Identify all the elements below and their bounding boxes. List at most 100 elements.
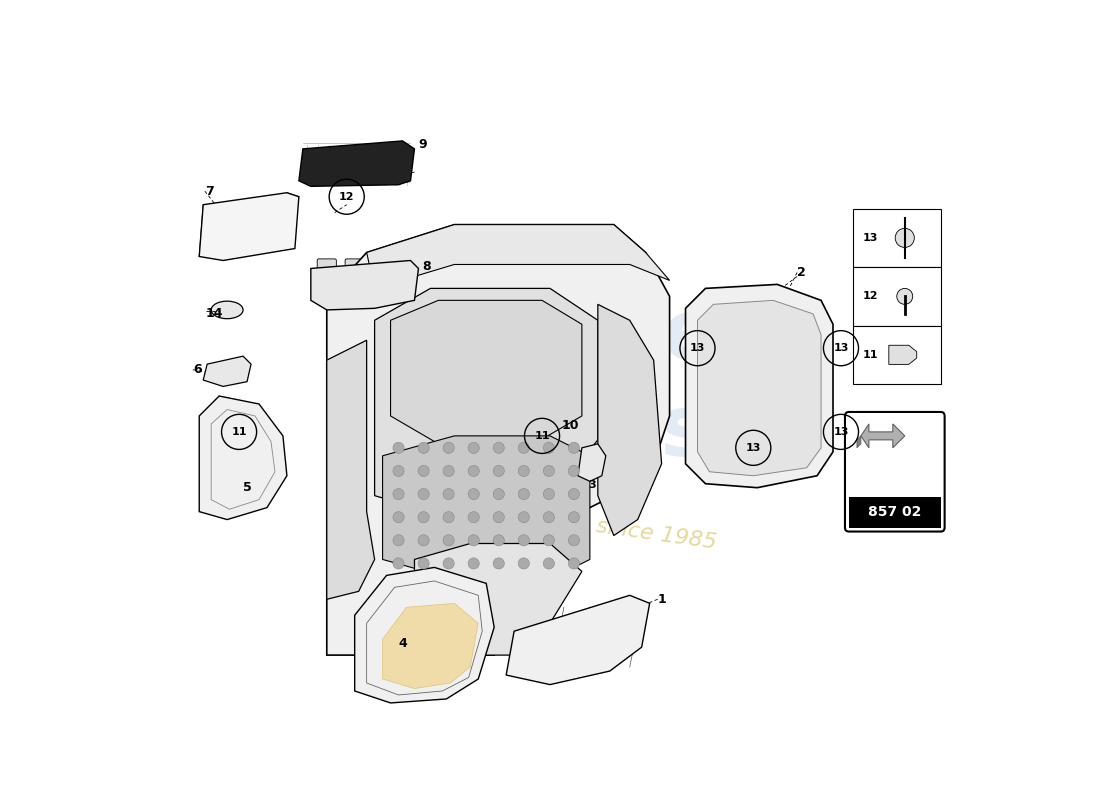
Polygon shape [861,424,905,448]
Polygon shape [383,603,478,689]
Bar [849,498,940,527]
Circle shape [469,466,480,477]
Circle shape [418,442,429,454]
Circle shape [518,534,529,546]
Circle shape [418,512,429,522]
Circle shape [543,442,554,454]
Circle shape [518,442,529,454]
Circle shape [469,512,480,522]
Circle shape [469,442,480,454]
Polygon shape [204,356,251,386]
Circle shape [493,466,504,477]
Polygon shape [390,300,582,444]
Text: 6: 6 [192,363,201,376]
Circle shape [518,512,529,522]
Text: 12: 12 [862,291,878,302]
FancyBboxPatch shape [345,259,364,272]
Text: europe
spares: europe spares [379,294,720,474]
Text: 4: 4 [398,637,407,650]
Polygon shape [506,595,650,685]
Text: 13: 13 [690,343,705,353]
Circle shape [393,558,404,569]
Circle shape [469,558,480,569]
FancyBboxPatch shape [845,412,945,531]
Polygon shape [327,225,670,655]
Circle shape [569,466,580,477]
Circle shape [418,466,429,477]
Text: 13: 13 [746,443,761,453]
Text: 1: 1 [658,593,667,606]
Circle shape [518,489,529,500]
Circle shape [493,512,504,522]
Circle shape [443,534,454,546]
Text: a passion for parts since 1985: a passion for parts since 1985 [382,486,718,553]
Polygon shape [327,340,375,599]
Circle shape [518,466,529,477]
Circle shape [569,489,580,500]
Bar [852,326,940,384]
Circle shape [543,512,554,522]
Text: 11: 11 [535,431,550,441]
Polygon shape [889,346,916,364]
Circle shape [443,466,454,477]
Circle shape [443,558,454,569]
Text: 8: 8 [422,259,431,273]
Circle shape [896,288,913,304]
Text: 11: 11 [231,427,246,437]
Text: 3: 3 [588,480,596,490]
Circle shape [518,558,529,569]
Text: 10: 10 [562,419,580,432]
Text: 14: 14 [206,307,223,321]
Circle shape [393,489,404,500]
Polygon shape [415,543,582,655]
Polygon shape [299,141,415,186]
Polygon shape [383,436,590,579]
Circle shape [469,534,480,546]
Polygon shape [597,304,661,535]
Circle shape [393,512,404,522]
Polygon shape [375,288,597,512]
Text: 13: 13 [834,343,849,353]
Polygon shape [578,444,606,482]
Text: 7: 7 [205,185,213,198]
Circle shape [543,466,554,477]
Text: 12: 12 [339,192,354,202]
Circle shape [569,558,580,569]
Text: 2: 2 [798,266,806,279]
Circle shape [393,466,404,477]
Circle shape [569,442,580,454]
Circle shape [443,512,454,522]
Circle shape [895,228,914,247]
Circle shape [443,489,454,500]
Polygon shape [354,567,494,703]
Circle shape [418,558,429,569]
Polygon shape [199,396,287,519]
Ellipse shape [211,301,243,318]
Circle shape [543,489,554,500]
Polygon shape [697,300,821,476]
Bar [852,267,940,326]
FancyBboxPatch shape [317,259,337,272]
Circle shape [569,512,580,522]
FancyBboxPatch shape [400,259,420,272]
Circle shape [569,534,580,546]
Polygon shape [685,285,833,488]
Circle shape [443,442,454,454]
Circle shape [493,489,504,500]
Text: 11: 11 [862,350,878,360]
Text: 5: 5 [243,481,252,494]
Polygon shape [311,261,418,310]
Text: 13: 13 [862,233,878,243]
Circle shape [543,534,554,546]
Text: 857 02: 857 02 [868,506,922,519]
Circle shape [543,558,554,569]
Polygon shape [366,225,670,288]
Circle shape [418,489,429,500]
Text: 9: 9 [418,138,427,151]
Bar [852,209,940,267]
Polygon shape [199,193,299,261]
Circle shape [493,442,504,454]
Circle shape [393,442,404,454]
Polygon shape [857,436,861,448]
FancyBboxPatch shape [373,259,392,272]
